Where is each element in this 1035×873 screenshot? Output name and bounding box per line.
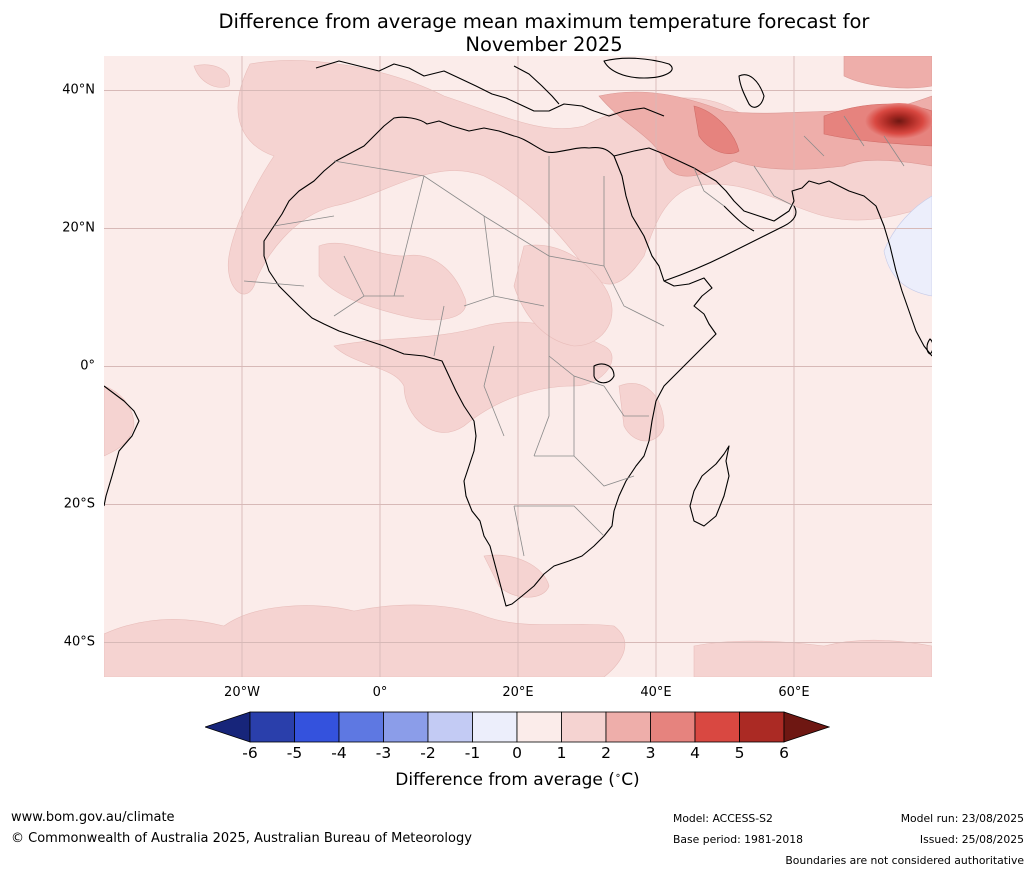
lon-label-40e: 40°E — [640, 685, 672, 700]
colorbar-tick-label: 0 — [512, 744, 522, 762]
colorbar-cell — [739, 711, 785, 743]
colorbar — [205, 711, 830, 743]
colorbar-tick-label: -3 — [375, 744, 392, 762]
map-title-line2: November 2025 — [465, 33, 623, 56]
colorbar-cell — [294, 711, 340, 743]
footer-model-run: Model run: 23/08/2025 — [900, 812, 1024, 825]
lon-label-60e: 60°E — [778, 685, 810, 700]
colorbar-cell — [427, 711, 473, 743]
colorbar-label-text: Difference from average ( — [395, 770, 615, 790]
anomaly-hotspot — [865, 103, 932, 139]
colorbar-tick-label: 6 — [779, 744, 789, 762]
footer-issued: Issued: 25/08/2025 — [919, 833, 1024, 846]
colorbar-cell — [383, 711, 429, 743]
map-title-line1: Difference from average mean maximum tem… — [218, 10, 870, 33]
forecast-map — [104, 56, 932, 677]
colorbar-tick-label: -4 — [331, 744, 347, 762]
footer-base-period: Base period: 1981-2018 — [673, 833, 804, 846]
colorbar-tick-label: 1 — [556, 744, 567, 762]
colorbar-cell — [694, 711, 740, 743]
colorbar-label-unit: C) — [621, 770, 640, 790]
colorbar-tick-label: 4 — [690, 744, 700, 762]
colorbar-arrow-low — [205, 711, 251, 743]
colorbar-cell — [605, 711, 651, 743]
colorbar-tick-label: 2 — [601, 744, 611, 762]
footer-copyright: © Commonwealth of Australia 2025, Austra… — [11, 831, 472, 846]
lat-label-20s: 20°S — [63, 496, 95, 512]
coastlines — [104, 57, 932, 607]
footer-model: Model: ACCESS-S2 — [673, 812, 773, 825]
colorbar-tick-label: -6 — [242, 744, 258, 762]
lon-label-0: 0° — [372, 685, 388, 700]
colorbar-cell — [516, 711, 562, 743]
colorbar-cell — [561, 711, 607, 743]
lon-label-20e: 20°E — [502, 685, 534, 700]
colorbar-tick-label: 3 — [645, 744, 656, 762]
colorbar-cell — [650, 711, 696, 743]
lat-label-0: 0° — [80, 358, 95, 374]
colorbar-tick-label: -2 — [420, 744, 436, 762]
colorbar-tick-label: -5 — [286, 744, 303, 762]
lat-label-40s: 40°S — [63, 634, 95, 650]
map-title: Difference from average mean maximum tem… — [104, 10, 984, 56]
graticule — [104, 56, 932, 677]
colorbar-cell — [338, 711, 384, 743]
lon-label-20w: 20°W — [224, 685, 260, 700]
colorbar-label: Difference from average (∘C) — [395, 770, 640, 790]
colorbar-tick-label: 5 — [734, 744, 745, 762]
colorbar-arrow-high — [783, 711, 830, 743]
map-canvas — [104, 56, 932, 677]
lat-label-40n: 40°N — [62, 82, 95, 98]
colorbar-tick-label: -1 — [464, 744, 481, 762]
country-boundaries — [243, 115, 905, 557]
footer-website: www.bom.gov.au/climate — [11, 810, 175, 825]
colorbar-cell — [249, 711, 295, 743]
footer-disclaimer: Boundaries are not considered authoritat… — [785, 854, 1024, 867]
lat-label-20n: 20°N — [62, 220, 95, 236]
anomaly-1-2-zones — [104, 60, 932, 677]
colorbar-cell — [472, 711, 518, 743]
